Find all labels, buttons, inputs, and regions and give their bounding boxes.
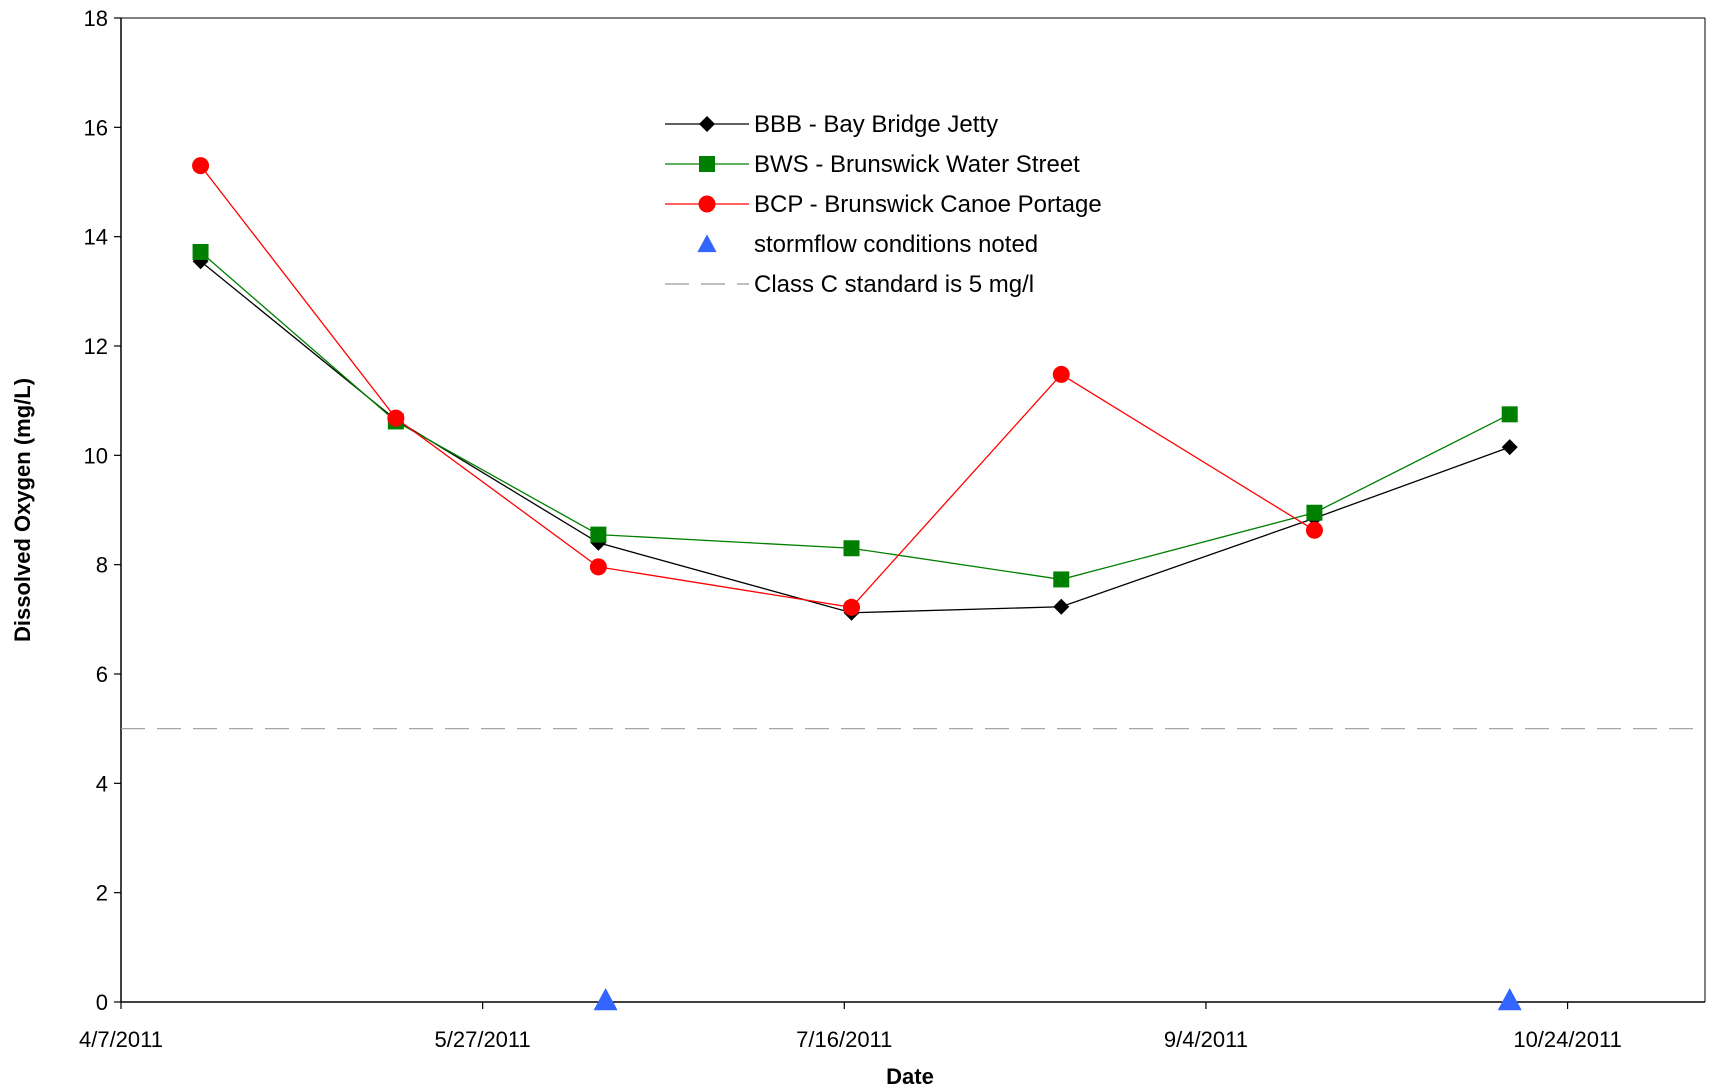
y-tick-label: 18	[84, 6, 108, 31]
data-point	[843, 540, 860, 557]
y-tick-label: 6	[96, 662, 108, 687]
legend-item: BBB - Bay Bridge Jetty	[665, 111, 998, 138]
legend-label: stormflow conditions noted	[754, 231, 1038, 258]
legend-label: BCP - Brunswick Canoe Portage	[754, 191, 1102, 218]
y-tick-label: 4	[96, 771, 108, 796]
y-tick-label: 0	[96, 990, 108, 1015]
data-point	[1501, 439, 1518, 456]
x-axis-title: Date	[886, 1064, 934, 1089]
y-tick-label: 16	[84, 115, 108, 140]
x-tick-label: 7/16/2011	[796, 1027, 892, 1052]
data-point	[589, 558, 607, 576]
legend-marker	[698, 195, 716, 213]
y-tick-label: 12	[84, 334, 108, 359]
data-point	[192, 243, 209, 260]
data-point	[1052, 365, 1070, 383]
x-tick-label: 10/24/2011	[1513, 1027, 1621, 1052]
stormflow-marker	[1497, 988, 1522, 1011]
data-point	[1305, 521, 1323, 539]
data-point	[387, 409, 405, 427]
x-tick-label: 5/27/2011	[435, 1027, 531, 1052]
series-line	[200, 165, 1315, 609]
x-tick-label: 4/7/2011	[79, 1027, 163, 1052]
data-point	[590, 526, 607, 543]
legend-label: BBB - Bay Bridge Jetty	[754, 111, 998, 138]
stormflow-marker	[593, 988, 618, 1011]
data-point	[192, 157, 210, 175]
legend-item: BCP - Brunswick Canoe Portage	[665, 191, 1102, 218]
legend-item: BWS - Brunswick Water Street	[665, 151, 1080, 178]
legend-item: Class C standard is 5 mg/l	[665, 271, 1034, 298]
legend-label: BWS - Brunswick Water Street	[754, 151, 1080, 178]
legend-marker	[699, 116, 715, 132]
data-point	[1053, 598, 1070, 615]
data-point	[1053, 571, 1070, 588]
y-tick-label: 14	[84, 225, 108, 250]
x-tick-label: 9/4/2011	[1164, 1027, 1248, 1052]
legend-marker	[697, 234, 717, 253]
data-point	[1501, 406, 1518, 423]
legend-item: stormflow conditions noted	[697, 231, 1038, 258]
data-point	[843, 598, 861, 616]
legend-label: Class C standard is 5 mg/l	[754, 271, 1034, 298]
y-tick-label: 10	[84, 443, 108, 468]
legend-marker	[699, 156, 715, 172]
y-tick-label: 2	[96, 881, 108, 906]
data-point	[1306, 504, 1323, 521]
y-tick-label: 8	[96, 553, 108, 578]
y-axis-title: Dissolved Oxygen (mg/L)	[10, 378, 35, 642]
series-line	[200, 260, 1510, 614]
